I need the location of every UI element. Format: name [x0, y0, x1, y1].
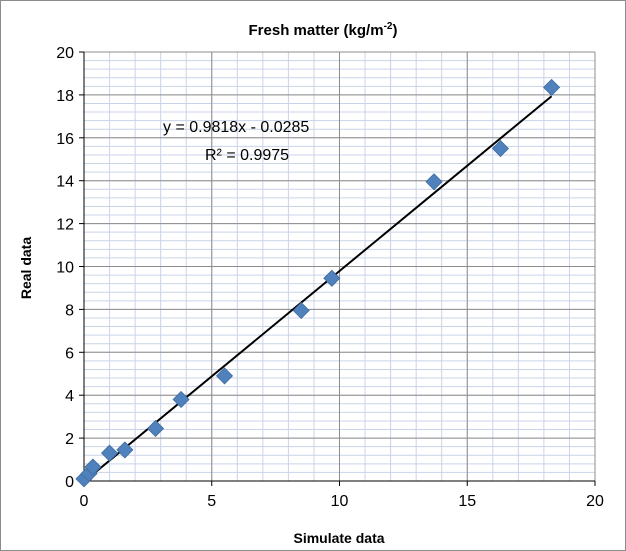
x-tick-label: 20: [586, 493, 604, 510]
data-point: [84, 458, 102, 476]
y-tick-label: 16: [56, 131, 74, 148]
y-tick-label: 6: [65, 345, 74, 362]
trendline: [83, 95, 553, 483]
data-points: [75, 78, 561, 488]
data-point: [292, 301, 310, 320]
x-axis-title: Simulate data: [293, 530, 384, 546]
data-point: [100, 444, 119, 462]
data-point: [116, 441, 134, 459]
y-tick-label: 12: [56, 217, 74, 234]
y-axis-title: Real data: [18, 237, 34, 299]
y-tick-label: 2: [65, 431, 74, 448]
x-tick-label: 5: [207, 493, 216, 510]
y-tick-label: 20: [56, 45, 74, 62]
y-tick-label: 8: [65, 302, 74, 319]
y-tick-label: 0: [65, 474, 74, 491]
data-point: [491, 139, 510, 158]
x-tick-labels: 0 5 10 15 20: [80, 493, 604, 510]
data-point: [215, 367, 234, 385]
data-point: [172, 390, 190, 409]
trendline-group: [83, 95, 553, 483]
y-tick-label: 4: [65, 388, 74, 405]
x-tick-label: 0: [80, 493, 89, 510]
y-tick-label: 18: [56, 88, 74, 105]
data-point: [323, 269, 341, 287]
chart-title: Fresh matter (kg/m-2): [249, 21, 398, 39]
data-point: [542, 78, 561, 96]
x-tick-label: 10: [331, 493, 349, 510]
y-tick-labels: 0 2 4 6 8 10 12 14 16 18 20: [56, 45, 74, 491]
axes: [79, 51, 596, 486]
r-squared-label: R² = 0.9975: [205, 147, 289, 164]
data-point: [146, 419, 165, 438]
x-tick-label: 15: [458, 493, 476, 510]
trendline-equation: y = 0.9818x - 0.0285: [163, 119, 309, 136]
y-tick-label: 14: [56, 174, 74, 191]
y-tick-label: 10: [56, 260, 74, 277]
data-point: [425, 173, 443, 191]
